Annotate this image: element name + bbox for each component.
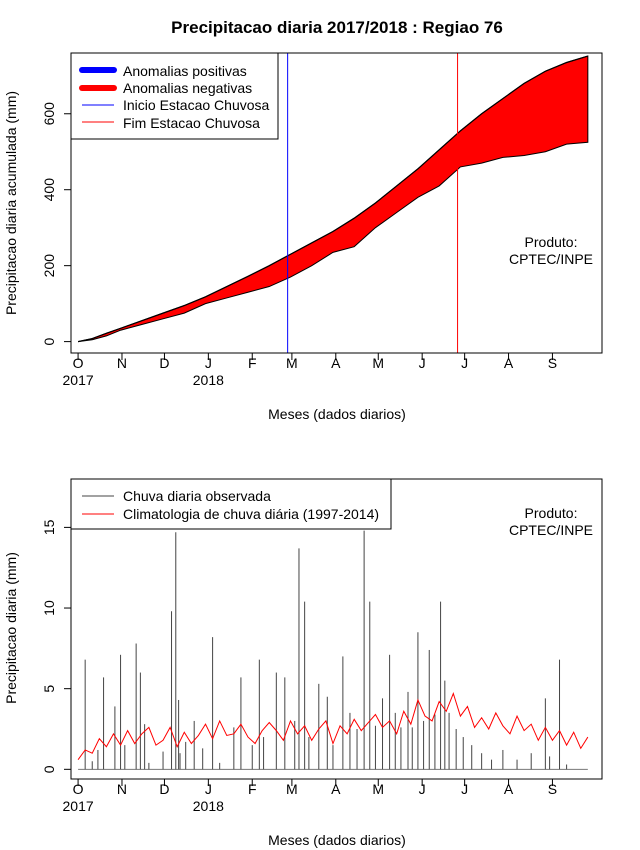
chart-2-y-label: Precipitacao diaria (mm)	[3, 552, 19, 704]
x-tick-label: F	[248, 781, 257, 797]
x-tick-label: F	[248, 355, 257, 371]
x-tick-label: M	[372, 781, 384, 797]
y-tick-label: 10	[41, 600, 57, 616]
chart-2-legend: Chuva diaria observada Climatologia de c…	[70, 478, 392, 530]
chart-2-x-axis: O N D J F M A M J J A S 2017 2018	[63, 778, 557, 814]
x-tick-label: M	[372, 355, 384, 371]
x-tick-label: M	[286, 781, 298, 797]
x-year-label: 2017	[63, 372, 94, 388]
x-year-label: 2018	[193, 372, 224, 388]
legend-label-negative: Anomalias negativas	[123, 80, 252, 96]
y-tick-label: 0	[41, 338, 57, 346]
x-year-label: 2017	[63, 798, 94, 814]
chart-1-title: Precipitacao diaria 2017/2018 : Regiao 7…	[171, 18, 503, 37]
x-tick-label: J	[205, 781, 212, 797]
chart-1-plot-area	[77, 53, 589, 353]
x-tick-label: N	[117, 781, 127, 797]
climatology-daily-line	[77, 692, 589, 760]
chart-1-legend: Anomalias positivas Anomalias negativas …	[70, 52, 279, 140]
x-tick-label: J	[419, 781, 426, 797]
chart-1-x-axis: O N D J F M A M J J A S 2017 2018	[63, 352, 557, 388]
x-year-label: 2018	[193, 798, 224, 814]
x-tick-label: O	[73, 355, 84, 371]
x-tick-label: A	[331, 355, 341, 371]
y-tick-label: 5	[41, 685, 57, 693]
legend-label-climatology: Climatologia de chuva diária (1997-2014)	[123, 506, 379, 522]
y-tick-label: 400	[41, 178, 57, 202]
climatology-cumulative-line	[77, 55, 589, 343]
x-tick-label: A	[504, 355, 514, 371]
x-tick-label: A	[504, 781, 514, 797]
x-tick-label: O	[73, 781, 84, 797]
chart-2-annotation-line-1: Produto:	[525, 505, 578, 521]
y-tick-label: 200	[41, 254, 57, 278]
x-tick-label: A	[331, 781, 341, 797]
chart-1-y-label: Precipitacao diaria acumulada (mm)	[3, 91, 19, 315]
legend-label-positive: Anomalias positivas	[123, 63, 247, 79]
chart-2-legend-box	[70, 478, 392, 530]
chart-2-annotation-line-2: CPTEC/INPE	[509, 522, 593, 538]
legend-label-rainy-start: Inicio Estacao Chuvosa	[123, 97, 270, 113]
legend-label-observed: Chuva diaria observada	[123, 488, 271, 504]
x-tick-label: D	[159, 355, 169, 371]
x-tick-label: J	[205, 355, 212, 371]
x-tick-label: M	[286, 355, 298, 371]
y-tick-label: 15	[41, 519, 57, 535]
chart-1-annotation-line-1: Produto:	[525, 234, 578, 250]
x-tick-label: N	[117, 355, 127, 371]
chart-2-x-label: Meses (dados diarios)	[268, 832, 406, 848]
legend-label-rainy-end: Fim Estacao Chuvosa	[123, 115, 260, 131]
x-tick-label: J	[461, 355, 468, 371]
x-tick-label: J	[461, 781, 468, 797]
x-tick-label: J	[419, 355, 426, 371]
chart-1-x-label: Meses (dados diarios)	[268, 406, 406, 422]
y-tick-label: 0	[41, 765, 57, 773]
chart-2-plot-area	[77, 530, 589, 770]
x-tick-label: S	[548, 781, 557, 797]
chart-1-y-axis: 0 200 400 600	[41, 102, 72, 346]
x-tick-label: D	[159, 781, 169, 797]
x-tick-label: S	[548, 355, 557, 371]
chart-2-y-axis: 0 5 10 15	[41, 519, 72, 773]
chart-1-annotation-line-2: CPTEC/INPE	[509, 251, 593, 267]
y-tick-label: 600	[41, 102, 57, 126]
